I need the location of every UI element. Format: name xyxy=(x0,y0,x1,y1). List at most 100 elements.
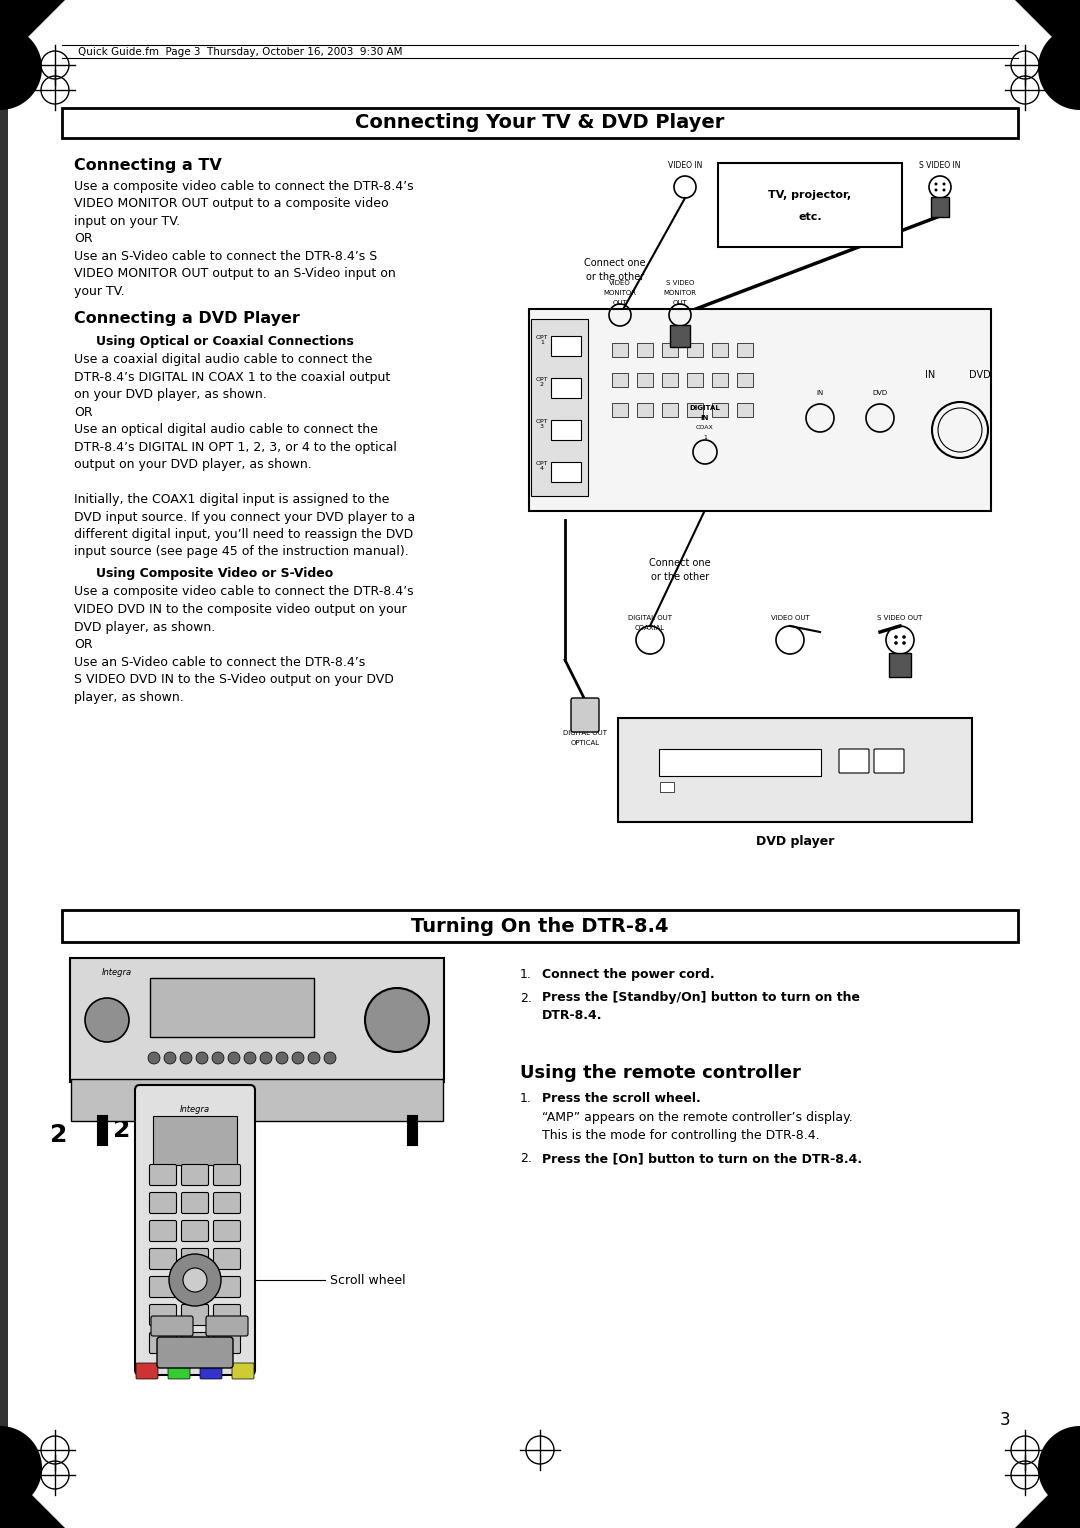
FancyBboxPatch shape xyxy=(200,1363,222,1378)
Polygon shape xyxy=(1015,1462,1080,1528)
FancyBboxPatch shape xyxy=(136,1363,158,1378)
Bar xyxy=(62,911,1018,941)
Text: DVD: DVD xyxy=(873,390,888,396)
Text: S VIDEO IN: S VIDEO IN xyxy=(919,160,961,170)
Bar xyxy=(662,342,678,358)
Text: 3: 3 xyxy=(999,1410,1010,1429)
FancyBboxPatch shape xyxy=(181,1248,208,1270)
Text: Connect the power cord.: Connect the power cord. xyxy=(542,969,715,981)
Text: DVD player, as shown.: DVD player, as shown. xyxy=(75,620,215,634)
Polygon shape xyxy=(0,0,65,66)
Text: Connect one
or the other: Connect one or the other xyxy=(649,558,711,582)
Text: Connecting a TV: Connecting a TV xyxy=(75,157,221,173)
Text: Use a composite video cable to connect the DTR-8.4’s: Use a composite video cable to connect t… xyxy=(75,585,414,599)
FancyBboxPatch shape xyxy=(149,1332,176,1354)
Bar xyxy=(737,373,753,387)
FancyBboxPatch shape xyxy=(157,1337,233,1368)
FancyBboxPatch shape xyxy=(151,1316,193,1335)
Text: Press the scroll wheel.: Press the scroll wheel. xyxy=(542,1093,701,1105)
Text: Initially, the COAX1 digital input is assigned to the: Initially, the COAX1 digital input is as… xyxy=(75,494,390,506)
FancyBboxPatch shape xyxy=(149,1192,176,1213)
Text: “AMP” appears on the remote controller’s display.: “AMP” appears on the remote controller’s… xyxy=(542,1111,853,1125)
Bar xyxy=(712,342,728,358)
Bar xyxy=(662,373,678,387)
Text: input on your TV.: input on your TV. xyxy=(75,215,180,228)
Text: Using Optical or Coaxial Connections: Using Optical or Coaxial Connections xyxy=(96,335,354,347)
Bar xyxy=(637,403,653,417)
Circle shape xyxy=(894,642,897,645)
Text: DIGITAL OUT: DIGITAL OUT xyxy=(627,614,672,620)
Text: input source (see page 45 of the instruction manual).: input source (see page 45 of the instruc… xyxy=(75,545,408,559)
Text: your TV.: your TV. xyxy=(75,286,124,298)
Bar xyxy=(687,342,703,358)
Circle shape xyxy=(934,188,937,191)
FancyBboxPatch shape xyxy=(135,1085,255,1375)
Text: OUT: OUT xyxy=(612,299,627,306)
Text: VIDEO OUT: VIDEO OUT xyxy=(771,614,809,620)
FancyBboxPatch shape xyxy=(214,1221,241,1241)
Text: DIGITAL: DIGITAL xyxy=(690,405,720,411)
Bar xyxy=(62,108,1018,138)
Circle shape xyxy=(324,1051,336,1063)
Bar xyxy=(612,373,627,387)
FancyBboxPatch shape xyxy=(70,958,444,1082)
Text: DTR-8.4’s DIGITAL IN OPT 1, 2, 3, or 4 to the optical: DTR-8.4’s DIGITAL IN OPT 1, 2, 3, or 4 t… xyxy=(75,440,396,454)
Circle shape xyxy=(85,998,129,1042)
Text: Turning On the DTR-8.4: Turning On the DTR-8.4 xyxy=(411,917,669,935)
FancyBboxPatch shape xyxy=(181,1221,208,1241)
Text: Press the [Standby/On] button to turn on the: Press the [Standby/On] button to turn on… xyxy=(542,992,860,1004)
Circle shape xyxy=(902,636,906,639)
Circle shape xyxy=(164,1051,176,1063)
FancyBboxPatch shape xyxy=(168,1363,190,1378)
Text: OUT: OUT xyxy=(673,299,687,306)
Circle shape xyxy=(292,1051,303,1063)
Bar xyxy=(612,403,627,417)
FancyBboxPatch shape xyxy=(149,1276,176,1297)
Text: Press the [On] button to turn on the DTR-8.4.: Press the [On] button to turn on the DTR… xyxy=(542,1152,862,1166)
Circle shape xyxy=(943,188,945,191)
Circle shape xyxy=(183,1268,207,1293)
Text: player, as shown.: player, as shown. xyxy=(75,691,184,703)
Bar xyxy=(712,373,728,387)
Text: 1.: 1. xyxy=(519,1093,531,1105)
FancyBboxPatch shape xyxy=(889,652,912,677)
Text: etc.: etc. xyxy=(798,212,822,222)
FancyBboxPatch shape xyxy=(531,319,588,497)
Circle shape xyxy=(276,1051,288,1063)
Polygon shape xyxy=(0,1426,42,1510)
FancyBboxPatch shape xyxy=(618,718,972,822)
Text: VIDEO: VIDEO xyxy=(609,280,631,286)
FancyBboxPatch shape xyxy=(214,1192,241,1213)
Text: MONITOR: MONITOR xyxy=(604,290,636,296)
FancyBboxPatch shape xyxy=(149,1221,176,1241)
Text: Integra: Integra xyxy=(102,969,132,976)
FancyBboxPatch shape xyxy=(150,978,314,1038)
FancyBboxPatch shape xyxy=(551,336,581,356)
Text: IN: IN xyxy=(701,416,710,422)
Text: Using Composite Video or S-Video: Using Composite Video or S-Video xyxy=(96,567,334,581)
FancyBboxPatch shape xyxy=(214,1332,241,1354)
FancyBboxPatch shape xyxy=(181,1332,208,1354)
Polygon shape xyxy=(1015,0,1080,66)
Bar xyxy=(712,403,728,417)
Bar xyxy=(637,373,653,387)
Text: OPT
3: OPT 3 xyxy=(536,419,549,429)
FancyBboxPatch shape xyxy=(551,377,581,397)
Text: 1: 1 xyxy=(703,435,707,440)
Text: OPT
2: OPT 2 xyxy=(536,377,549,388)
Text: S VIDEO OUT: S VIDEO OUT xyxy=(877,614,922,620)
Bar xyxy=(737,342,753,358)
FancyBboxPatch shape xyxy=(181,1276,208,1297)
Bar xyxy=(0,79,8,1459)
Circle shape xyxy=(365,989,429,1051)
FancyBboxPatch shape xyxy=(551,420,581,440)
Text: DVD: DVD xyxy=(969,370,990,380)
Circle shape xyxy=(894,636,897,639)
Text: COAX: COAX xyxy=(697,425,714,429)
FancyBboxPatch shape xyxy=(839,749,869,773)
Text: Use a coaxial digital audio cable to connect the: Use a coaxial digital audio cable to con… xyxy=(75,353,373,367)
Text: DIGITAL OUT: DIGITAL OUT xyxy=(563,730,607,736)
FancyBboxPatch shape xyxy=(718,163,902,248)
FancyBboxPatch shape xyxy=(181,1305,208,1325)
Bar xyxy=(612,342,627,358)
